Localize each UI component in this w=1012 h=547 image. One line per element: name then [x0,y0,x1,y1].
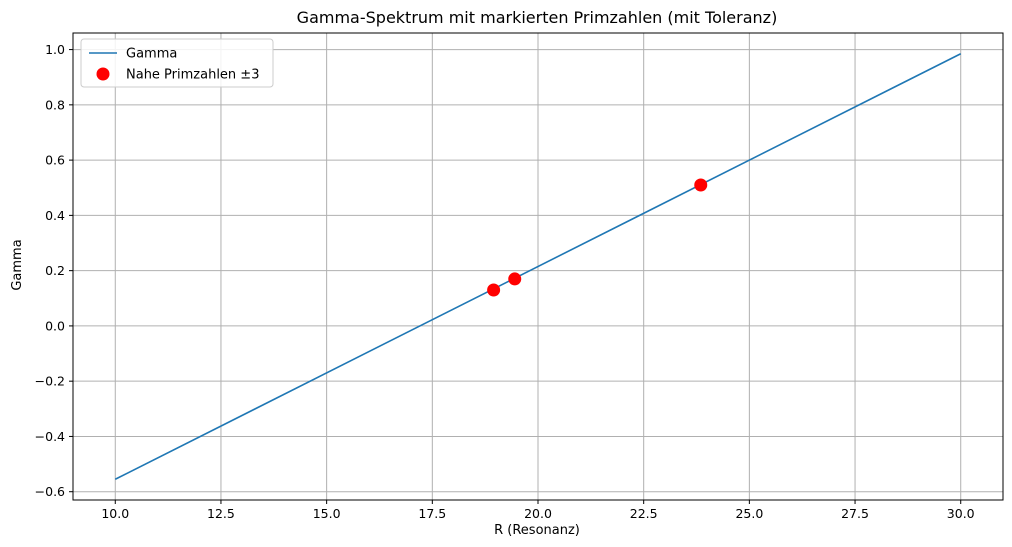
x-tick-label: 22.5 [630,506,658,521]
x-tick-label: 30.0 [947,506,975,521]
legend-box [80,38,274,88]
y-tick-label: 1.0 [45,42,65,57]
y-tick-label: 0.4 [45,208,65,223]
y-tick-label: 0.6 [45,153,65,168]
x-tick-label: 12.5 [207,506,235,521]
x-tick-label: 20.0 [524,506,552,521]
y-tick-label: −0.4 [35,429,65,444]
legend-label: Nahe Primzahlen ±3 [126,68,259,83]
legend-marker-swatch [96,67,110,81]
y-tick-label: 0.8 [45,97,65,112]
plot-area [114,53,962,480]
gamma-line [114,53,962,480]
x-tick-label: 17.5 [418,506,446,521]
x-tick-label: 10.0 [101,506,129,521]
prime-marker [487,283,501,297]
y-tick-label: −0.6 [35,484,65,499]
x-tick-label: 27.5 [841,506,869,521]
chart-title: Gamma-Spektrum mit markierten Primzahlen… [297,8,778,27]
y-tick-label: −0.2 [35,374,65,389]
gridlines [73,33,1003,500]
prime-marker [694,178,708,192]
y-tick-label: 0.0 [45,318,65,333]
y-axis-label: Gamma [10,239,25,290]
y-tick-label: 0.2 [45,263,65,278]
x-axis: 10.0 12.5 15.0 17.5 20.0 22.5 25.0 27.5 30.0 [101,500,975,521]
legend: Gamma Nahe Primzahlen ±3 [80,38,274,88]
x-axis-label: R (Resonanz) [494,523,580,538]
y-axis: −0.6 −0.4 −0.2 0.0 0.2 0.4 0.6 0.8 1.0 [35,42,73,499]
x-tick-label: 15.0 [313,506,341,521]
x-tick-label: 25.0 [735,506,763,521]
legend-label: Gamma [126,47,177,62]
prime-marker [508,272,522,286]
